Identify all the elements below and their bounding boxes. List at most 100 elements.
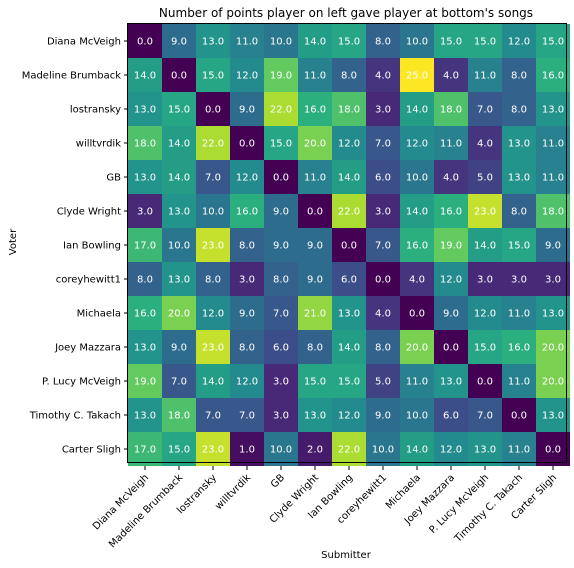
cell-value-label: 12.0: [440, 275, 462, 286]
cell-value-label: 15.0: [474, 343, 496, 354]
heatmap-cell: [536, 228, 570, 262]
heatmap-cell: [468, 228, 502, 262]
heatmap-cell: [536, 364, 570, 398]
heatmap-cell: [400, 228, 434, 262]
cell-value-label: 0.0: [443, 343, 459, 354]
cell-value-label: 15.0: [338, 377, 360, 388]
heatmap-cell: [128, 160, 162, 194]
heatmap-cell: [434, 398, 468, 432]
heatmap-cell: [400, 262, 434, 296]
heatmap-cell: [400, 364, 434, 398]
heatmap-cell: [366, 160, 400, 194]
heatmap-cell: [468, 296, 502, 330]
cell-value-label: 11.0: [304, 173, 326, 184]
y-tick-label-joey-mazzara: Joey Mazzara: [54, 343, 121, 354]
cell-value-label: 13.0: [202, 37, 224, 48]
heatmap-cell: [298, 432, 332, 466]
heatmap-cells: [128, 24, 570, 466]
heatmap-cell: [230, 160, 264, 194]
heatmap-cell: [502, 160, 536, 194]
heatmap-cell: [536, 58, 570, 92]
heatmap-cell: [162, 432, 196, 466]
heatmap-cell: [162, 58, 196, 92]
cell-value-label: 0.0: [511, 411, 527, 422]
cell-value-label: 13.0: [134, 105, 156, 116]
cell-value-label: 10.0: [270, 37, 292, 48]
heatmap-cell: [298, 92, 332, 126]
heatmap-cell: [332, 398, 366, 432]
heatmap-cell: [162, 126, 196, 160]
y-tick-label-willtvrdik: willtvrdik: [76, 139, 121, 150]
cell-value-label: 13.0: [474, 445, 496, 456]
heatmap-cell: [298, 160, 332, 194]
chart-title: Number of points player on left gave pla…: [159, 6, 533, 20]
cell-value-label: 4.0: [443, 71, 459, 82]
heatmap-cell: [366, 330, 400, 364]
cell-value-label: 11.0: [236, 37, 258, 48]
cell-value-label: 18.0: [440, 105, 462, 116]
heatmap-cell: [366, 432, 400, 466]
cell-value-label: 11.0: [440, 139, 462, 150]
heatmap-cell: [366, 194, 400, 228]
heatmap-cell: [366, 24, 400, 58]
cell-value-label: 6.0: [341, 275, 357, 286]
heatmap-cell: [468, 58, 502, 92]
heatmap-cell: [468, 262, 502, 296]
heatmap-cell: [366, 92, 400, 126]
heatmap-cell: [196, 58, 230, 92]
heatmap-cell: [298, 24, 332, 58]
cell-value-label: 23.0: [202, 445, 224, 456]
cell-value-label: 7.0: [375, 139, 391, 150]
cell-value-label: 9.0: [273, 207, 289, 218]
heatmap-cell: [366, 58, 400, 92]
y-tick-label-ian-bowling: Ian Bowling: [63, 241, 121, 252]
cell-value-label: 7.0: [205, 173, 221, 184]
cell-value-label: 3.0: [375, 207, 391, 218]
cell-value-label: 13.0: [542, 411, 564, 422]
heatmap-cell: [536, 126, 570, 160]
heatmap-cell: [536, 432, 570, 466]
heatmap-cell: [230, 432, 264, 466]
heatmap-cell: [128, 330, 162, 364]
cell-value-label: 20.0: [304, 139, 326, 150]
cell-value-label: 22.0: [338, 207, 360, 218]
heatmap-cell: [434, 92, 468, 126]
cell-value-label: 14.0: [304, 37, 326, 48]
cell-value-label: 17.0: [134, 241, 156, 252]
cell-value-label: 13.0: [508, 139, 530, 150]
heatmap-cell: [264, 364, 298, 398]
x-axis-label: Submitter: [321, 550, 372, 561]
heatmap-cell: [536, 92, 570, 126]
cell-value-label: 10.0: [168, 241, 190, 252]
heatmap-cell: [196, 330, 230, 364]
heatmap-cell: [162, 160, 196, 194]
heatmap-cell: [502, 262, 536, 296]
cell-value-label: 9.0: [545, 241, 561, 252]
cell-value-label: 20.0: [168, 309, 190, 320]
heatmap-cell: [400, 160, 434, 194]
y-tick-label-gb: GB: [106, 173, 121, 184]
y-axis-ticks: Diana McVeigh Madeline Brumback lostransky…: [22, 37, 128, 456]
cell-value-label: 18.0: [134, 139, 156, 150]
heatmap-cell: [502, 58, 536, 92]
cell-value-label: 4.0: [375, 309, 391, 320]
heatmap-cell: [366, 126, 400, 160]
cell-value-label: 12.0: [338, 411, 360, 422]
cell-value-label: 6.0: [273, 343, 289, 354]
heatmap-cell: [230, 58, 264, 92]
cell-value-label: 12.0: [474, 309, 496, 320]
y-tick-label-clyde-wright: Clyde Wright: [57, 207, 121, 218]
cell-value-label: 3.0: [273, 411, 289, 422]
heatmap-cell: [230, 330, 264, 364]
cell-value-label: 13.0: [338, 309, 360, 320]
heatmap-cell: [502, 92, 536, 126]
heatmap-cell: [468, 398, 502, 432]
heatmap-cell: [536, 296, 570, 330]
heatmap-cell: [196, 398, 230, 432]
cell-value-label: 3.0: [375, 105, 391, 116]
heatmap-cell: [162, 262, 196, 296]
heatmap-cell: [434, 296, 468, 330]
heatmap-cell: [128, 24, 162, 58]
cell-value-label: 7.0: [205, 411, 221, 422]
y-tick-label-lostransky: lostransky: [70, 105, 121, 116]
